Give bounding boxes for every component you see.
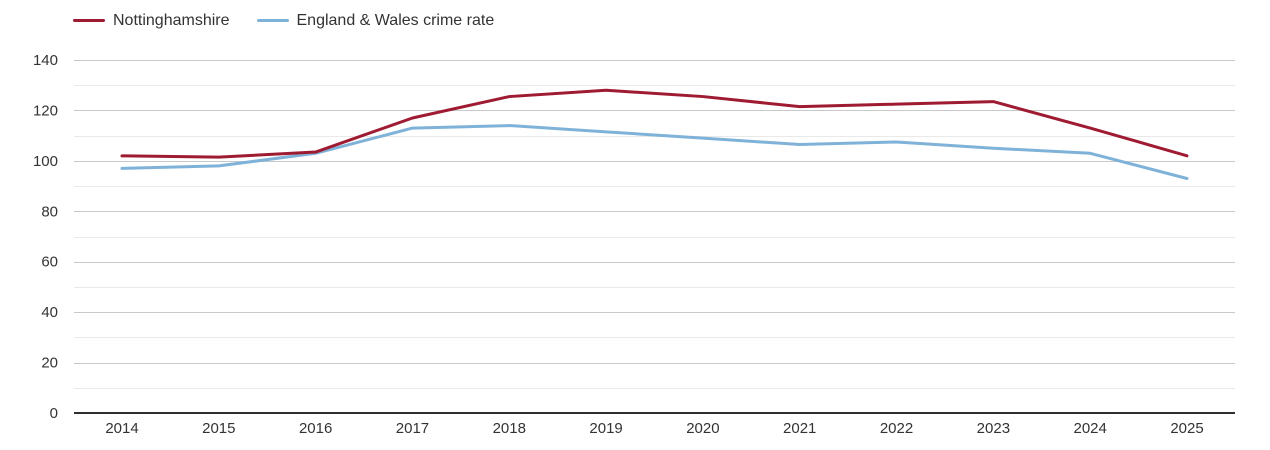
x-axis-labels: 2014 2015 2016 2017 2018 2019 2020 2021 2022 2023… [105,420,1203,437]
y-tick-label: 80 [41,203,58,220]
y-tick-label: 0 [50,405,58,422]
legend-line-swatch-england-wales [256,19,289,22]
x-tick-label: 2025 [1170,420,1203,437]
x-tick-label: 2021 [783,420,816,437]
x-tick-label: 2020 [686,420,719,437]
x-tick-label: 2014 [105,420,138,437]
legend-label-nottinghamshire: Nottinghamshire [113,12,230,29]
x-tick-label: 2023 [977,420,1010,437]
y-axis-labels: 0 20 40 60 80 100 120 140 [33,52,58,422]
x-tick-label: 2016 [299,420,332,437]
y-gridlines [74,60,1235,389]
legend-item-england-wales[interactable]: England & Wales crime rate [256,11,495,30]
y-tick-label: 40 [41,304,58,321]
x-tick-label: 2017 [396,420,429,437]
line-england-wales-crime-rate [120,124,1189,181]
x-tick-label: 2019 [589,420,622,437]
legend-item-nottinghamshire[interactable]: Nottinghamshire [73,11,230,30]
line-nottinghamshire [120,88,1189,159]
x-tick-label: 2018 [493,420,526,437]
legend-line-swatch-nottinghamshire [73,19,105,22]
y-tick-label: 20 [41,355,58,372]
x-tick-label: 2015 [202,420,235,437]
legend-label-england-wales: England & Wales crime rate [296,12,495,29]
y-tick-label: 140 [33,52,58,69]
series-lines [120,88,1189,181]
x-tick-label: 2024 [1073,420,1106,437]
y-tick-label: 120 [33,102,58,119]
y-tick-label: 60 [41,254,58,271]
chart-legend: Nottinghamshire England & Wales crime ra… [73,11,494,30]
y-tick-label: 100 [33,153,58,170]
x-tick-label: 2022 [880,420,913,437]
